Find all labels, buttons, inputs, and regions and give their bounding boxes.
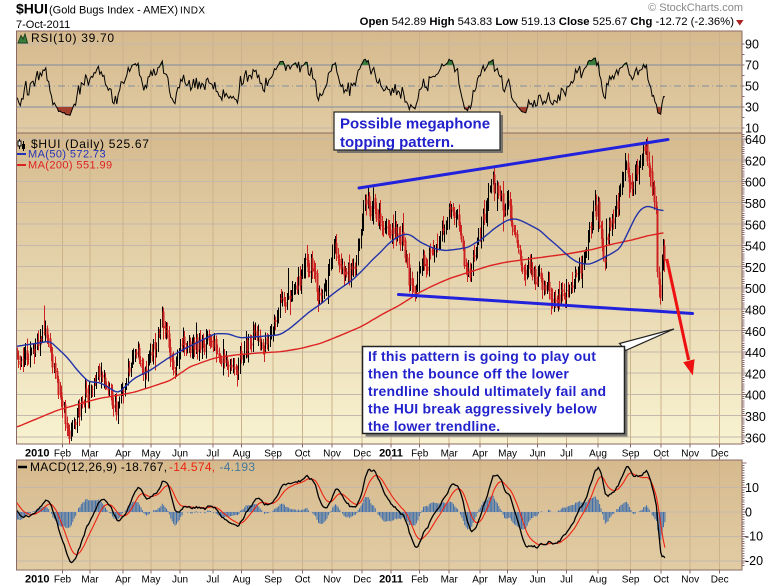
- svg-text:640: 640: [745, 133, 766, 147]
- svg-text:Mar: Mar: [81, 575, 99, 586]
- svg-text:480: 480: [745, 304, 766, 318]
- svg-text:7-Oct-2011: 7-Oct-2011: [16, 19, 70, 31]
- svg-text:Jun: Jun: [172, 575, 188, 586]
- svg-text:30: 30: [745, 100, 759, 114]
- svg-text:560: 560: [745, 218, 766, 232]
- svg-text:420: 420: [745, 367, 766, 381]
- svg-text:Apr: Apr: [472, 575, 488, 586]
- svg-text:Oct: Oct: [295, 575, 311, 586]
- svg-text:580: 580: [745, 197, 766, 211]
- svg-text:360: 360: [745, 431, 766, 445]
- svg-text:Jul: Jul: [206, 575, 219, 586]
- svg-text:RSI(10) 39.70: RSI(10) 39.70: [31, 31, 115, 45]
- svg-text:540: 540: [745, 240, 766, 254]
- svg-text:10: 10: [745, 481, 759, 495]
- svg-text:Feb: Feb: [54, 449, 72, 460]
- svg-text:Mar: Mar: [441, 449, 459, 460]
- svg-text:$HUI: $HUI: [16, 1, 48, 17]
- svg-text:-4.193: -4.193: [220, 460, 256, 474]
- svg-text:10: 10: [745, 121, 759, 135]
- svg-text:Nov: Nov: [323, 575, 341, 586]
- svg-text:600: 600: [745, 176, 766, 190]
- svg-text:Possible megaphone: Possible megaphone: [340, 116, 490, 133]
- svg-text:MACD(12,26,9) -18.767,: MACD(12,26,9) -18.767,: [30, 460, 167, 474]
- svg-text:Jul: Jul: [560, 575, 573, 586]
- svg-text:500: 500: [745, 282, 766, 296]
- svg-text:INDX: INDX: [180, 6, 206, 17]
- svg-text:2011: 2011: [379, 574, 403, 586]
- svg-text:Jul: Jul: [206, 449, 219, 460]
- svg-text:Nov: Nov: [681, 449, 699, 460]
- svg-text:Aug: Aug: [589, 575, 607, 586]
- svg-text:© StockCharts.com: © StockCharts.com: [648, 2, 743, 14]
- svg-text:460: 460: [745, 325, 766, 339]
- svg-text:Apr: Apr: [115, 449, 131, 460]
- svg-text:Aug: Aug: [589, 449, 607, 460]
- svg-text:Sep: Sep: [622, 449, 640, 460]
- svg-text:the HUI break aggressively bel: the HUI break aggressively below: [368, 401, 597, 417]
- svg-text:2010: 2010: [25, 574, 49, 586]
- svg-text:-10: -10: [745, 530, 763, 544]
- svg-text:520: 520: [745, 261, 766, 275]
- svg-text:Oct: Oct: [653, 575, 669, 586]
- svg-text:400: 400: [745, 389, 766, 403]
- svg-text:Oct: Oct: [295, 449, 311, 460]
- svg-text:Open 542.89 High 543.83 Low 51: Open 542.89 High 543.83 Low 519.13 Close…: [360, 16, 735, 28]
- svg-text:May: May: [142, 575, 161, 586]
- svg-text:Sep: Sep: [264, 449, 282, 460]
- svg-text:Mar: Mar: [441, 575, 459, 586]
- svg-text:Aug: Aug: [233, 449, 251, 460]
- svg-text:Mar: Mar: [81, 449, 99, 460]
- svg-text:2011: 2011: [379, 448, 403, 460]
- svg-text:Dec: Dec: [353, 449, 371, 460]
- svg-text:(Gold Bugs Index - AMEX): (Gold Bugs Index - AMEX): [49, 5, 178, 17]
- svg-text:90: 90: [745, 37, 759, 51]
- svg-text:If this pattern is going to pl: If this pattern is going to play out: [368, 348, 596, 364]
- svg-text:May: May: [498, 449, 517, 460]
- svg-text:-14.574,: -14.574,: [169, 460, 215, 474]
- svg-text:Jun: Jun: [530, 575, 546, 586]
- svg-text:Jun: Jun: [530, 449, 546, 460]
- svg-text:Dec: Dec: [711, 575, 729, 586]
- svg-text:Jul: Jul: [560, 449, 573, 460]
- svg-text:Feb: Feb: [411, 575, 429, 586]
- svg-text:the lower trendline.: the lower trendline.: [368, 418, 500, 434]
- svg-text:Jun: Jun: [172, 449, 188, 460]
- svg-text:Apr: Apr: [472, 449, 488, 460]
- svg-text:Feb: Feb: [411, 449, 429, 460]
- svg-text:440: 440: [745, 346, 766, 360]
- svg-text:380: 380: [745, 410, 766, 424]
- svg-text:2010: 2010: [25, 448, 49, 460]
- svg-text:Dec: Dec: [353, 575, 371, 586]
- svg-text:$HUI (Daily) 525.67: $HUI (Daily) 525.67: [31, 137, 150, 151]
- svg-text:50: 50: [745, 79, 759, 93]
- svg-text:Nov: Nov: [323, 449, 341, 460]
- svg-text:MA(200) 551.99: MA(200) 551.99: [28, 160, 112, 172]
- svg-text:0: 0: [745, 505, 752, 519]
- svg-text:Apr: Apr: [115, 575, 131, 586]
- svg-text:Sep: Sep: [264, 575, 282, 586]
- svg-text:May: May: [142, 449, 161, 460]
- svg-text:May: May: [498, 575, 517, 586]
- svg-text:Nov: Nov: [681, 575, 699, 586]
- svg-text:topping pattern.: topping pattern.: [340, 134, 454, 151]
- svg-text:MA(50) 572.73: MA(50) 572.73: [28, 149, 106, 161]
- svg-text:trendline should ultimately fa: trendline should ultimately fail and: [368, 383, 606, 399]
- svg-text:Aug: Aug: [233, 575, 251, 586]
- svg-text:Feb: Feb: [54, 575, 72, 586]
- svg-text:Sep: Sep: [622, 575, 640, 586]
- svg-text:620: 620: [745, 154, 766, 168]
- svg-text:Dec: Dec: [711, 449, 729, 460]
- svg-text:then the bounce off the lower: then the bounce off the lower: [368, 366, 569, 382]
- svg-text:-20: -20: [745, 554, 763, 568]
- svg-text:Oct: Oct: [653, 449, 669, 460]
- svg-text:70: 70: [745, 58, 759, 72]
